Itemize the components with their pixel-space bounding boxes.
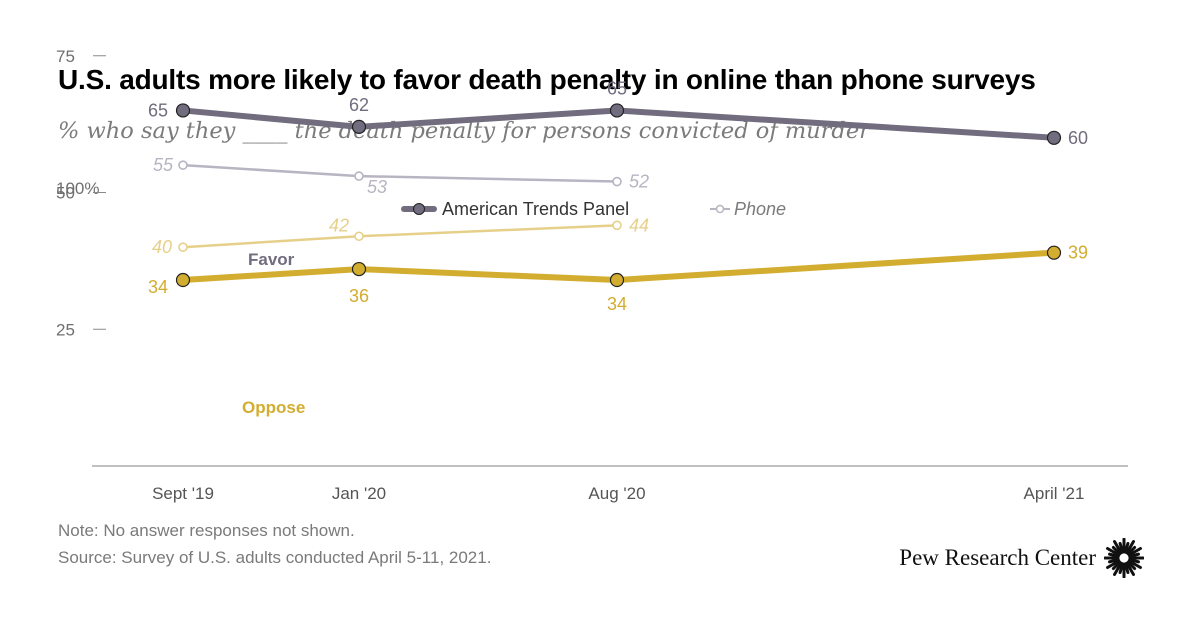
x-tick-label: April '21: [1024, 484, 1085, 503]
data-label-favor-atp: 65: [148, 100, 168, 120]
pew-logo: Pew Research Center: [899, 538, 1144, 578]
data-label-favor-phone: 55: [153, 155, 174, 175]
burst-ray: [1111, 545, 1122, 556]
burst-ray: [1125, 561, 1135, 576]
legend-atp-label: American Trends Panel: [442, 199, 629, 219]
burst-ray: [1108, 552, 1120, 558]
burst-ray: [1111, 560, 1122, 571]
burst-ray: [1125, 540, 1135, 555]
data-label-favor-phone: 53: [367, 177, 387, 197]
series-line-favor-atp: [180, 107, 1057, 141]
data-label-oppose-atp: 34: [607, 294, 627, 314]
series-label-favor: Favor: [248, 250, 295, 269]
chart-note: Note: No answer responses not shown.: [58, 521, 355, 540]
burst-ray: [1118, 542, 1124, 554]
chart-source: Source: Survey of U.S. adults conducted …: [58, 548, 492, 567]
data-label-oppose-phone: 42: [329, 215, 349, 235]
chart-title: U.S. adults more likely to favor death p…: [58, 64, 1036, 95]
data-point-oppose-phone: [354, 231, 364, 242]
y-tick-label: 100%: [56, 179, 99, 198]
y-tick-label: 50: [56, 184, 75, 203]
data-point-oppose-phone: [612, 220, 622, 231]
y-tick-label: 75: [56, 47, 75, 66]
data-point-favor-atp: [609, 103, 625, 118]
legend-atp-marker: [413, 203, 425, 215]
data-point-favor-phone: [354, 171, 364, 181]
x-tick-label: Aug '20: [588, 484, 645, 503]
brand-name: Pew Research Center: [899, 545, 1096, 570]
burst-ray: [1126, 545, 1137, 556]
burst-ray: [1124, 562, 1130, 574]
data-label-favor-atp: 65: [607, 78, 627, 98]
data-label-oppose-phone: 44: [629, 215, 649, 235]
burst-ray: [1128, 552, 1140, 558]
data-label-oppose-atp: 36: [349, 286, 369, 306]
data-label-favor-atp: 60: [1068, 128, 1088, 148]
series-line-oppose-phone: [181, 224, 619, 249]
x-tick-label: Sept '19: [152, 484, 214, 503]
burst-ray: [1127, 547, 1142, 557]
series-label-oppose: Oppose: [242, 398, 305, 417]
burst-ray: [1106, 559, 1121, 569]
burst-ray: [1113, 540, 1123, 555]
data-point-favor-atp: [175, 103, 191, 118]
data-point-oppose-atp: [1046, 245, 1062, 260]
data-label-oppose-atp: 39: [1068, 243, 1088, 263]
legend-phone-label: Phone: [734, 199, 786, 219]
data-label-oppose-phone: 40: [152, 237, 172, 257]
burst-ray: [1118, 562, 1124, 574]
y-tick-label: 25: [56, 320, 75, 339]
burst-ray: [1124, 542, 1130, 554]
data-label-favor-atp: 62: [349, 95, 369, 115]
burst-ray: [1128, 558, 1140, 564]
burst-ray: [1113, 561, 1123, 576]
burst-ray: [1108, 558, 1120, 564]
data-point-favor-phone: [612, 176, 622, 187]
data-point-favor-phone: [178, 160, 188, 170]
data-point-oppose-atp: [351, 261, 367, 277]
x-tick-label: Jan '20: [332, 484, 386, 503]
data-label-oppose-atp: 34: [148, 277, 168, 297]
pew-burst-icon: [1104, 538, 1144, 578]
series-line-favor-phone: [181, 163, 619, 183]
data-point-favor-atp: [351, 119, 367, 134]
burst-ray: [1127, 559, 1142, 569]
data-point-favor-atp: [1046, 130, 1062, 145]
data-point-oppose-atp: [609, 272, 625, 288]
burst-ray: [1126, 560, 1137, 571]
data-point-oppose-atp: [175, 272, 191, 288]
legend-phone-marker: [715, 204, 725, 214]
data-point-oppose-phone: [178, 242, 188, 252]
burst-ray: [1106, 547, 1121, 557]
data-label-favor-phone: 52: [629, 172, 649, 192]
series-line-oppose-atp: [180, 249, 1057, 284]
